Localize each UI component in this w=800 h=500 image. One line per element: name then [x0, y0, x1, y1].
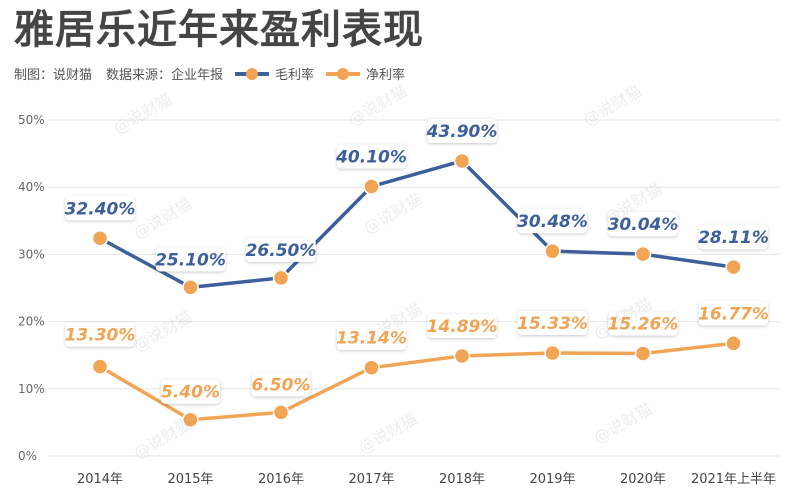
data-label-bg — [517, 209, 588, 234]
data-point-net — [91, 358, 109, 375]
data-label-gross: 25.10% — [155, 250, 226, 270]
maker-credit: 制图：说财猫 — [14, 68, 93, 83]
data-label-gross: 40.10% — [335, 148, 407, 168]
data-label-gross: 43.90% — [426, 122, 498, 142]
data-label-net: 13.30% — [65, 326, 136, 346]
data-label-net: 13.14% — [336, 329, 407, 349]
data-point-gross — [182, 279, 199, 296]
chart-title: 雅居乐近年来盈利表现 — [14, 7, 424, 53]
data-point-gross — [453, 152, 471, 170]
data-label-bg — [246, 237, 316, 262]
data-label-bg — [161, 379, 220, 404]
data-label-gross: 30.04% — [608, 215, 679, 235]
y-tick-label: 40% — [18, 180, 45, 194]
data-point-gross — [634, 245, 652, 263]
data-label-bg — [427, 118, 497, 143]
data-label-gross: 30.48% — [517, 212, 588, 232]
legend-gross-label: 毛利率 — [275, 68, 315, 83]
data-point-gross — [544, 242, 561, 260]
data-point-net — [272, 404, 290, 421]
legend-item-gross: 毛利率 — [235, 64, 314, 83]
x-tick-label: 2019年 — [529, 472, 575, 487]
y-tick-label: 30% — [18, 247, 45, 261]
y-tick-label: 50% — [18, 113, 45, 127]
legend-net-swatch — [326, 67, 361, 80]
data-label-bg — [517, 310, 588, 335]
legend-item-net: 净利率 — [326, 64, 405, 83]
data-label-bg — [336, 325, 407, 350]
series-line-gross — [99, 159, 734, 290]
data-label-bg — [427, 313, 497, 338]
data-label-bg — [698, 225, 769, 250]
data-point-gross — [91, 230, 109, 247]
data-label-bg — [155, 247, 226, 272]
data-label-net: 5.40% — [161, 383, 220, 403]
data-label-net: 6.50% — [252, 375, 311, 395]
data-point-gross — [272, 269, 290, 287]
data-label-net: 15.33% — [517, 314, 588, 334]
data-point-net — [634, 345, 652, 362]
legend-gross-swatch — [235, 67, 270, 80]
data-source: 数据来源：企业年报 — [106, 68, 224, 83]
y-tick-label: 10% — [18, 382, 45, 396]
y-tick-label: 0% — [18, 449, 37, 463]
data-label-gross: 32.40% — [65, 199, 136, 219]
data-point-net — [725, 335, 742, 352]
data-label-bg — [608, 311, 678, 336]
data-label-bg — [65, 196, 135, 221]
data-label-bg — [698, 301, 769, 326]
x-tick-label: 2021年上半年 — [691, 472, 776, 487]
data-label-gross: 28.11% — [698, 228, 769, 248]
data-point-gross — [725, 258, 742, 276]
data-label-net: 15.26% — [608, 314, 679, 334]
data-point-net — [453, 347, 471, 365]
data-label-net: 16.77% — [698, 304, 769, 324]
series-line-net — [99, 341, 734, 422]
x-tick-label: 2015年 — [167, 472, 213, 487]
data-label-gross: 26.50% — [246, 241, 317, 261]
x-tick-label: 2017年 — [348, 472, 394, 487]
x-tick-label: 2018年 — [439, 472, 485, 487]
data-point-gross — [363, 178, 380, 195]
data-label-bg — [608, 212, 678, 237]
y-tick-label: 20% — [18, 315, 45, 329]
chart-subtitle-row: 制图：说财猫 数据来源：企业年报 毛利率 净利率 — [14, 64, 405, 83]
data-label-bg — [65, 322, 135, 347]
x-tick-label: 2016年 — [258, 472, 304, 487]
data-point-net — [544, 344, 561, 362]
x-tick-label: 2020年 — [620, 472, 666, 487]
data-point-net — [363, 359, 380, 376]
x-tick-label: 2014年 — [77, 472, 123, 487]
data-label-bg — [251, 372, 311, 397]
data-label-net: 14.89% — [427, 317, 498, 337]
legend-net-label: 净利率 — [366, 68, 406, 83]
data-label-bg — [336, 144, 407, 169]
data-point-net — [182, 411, 199, 428]
